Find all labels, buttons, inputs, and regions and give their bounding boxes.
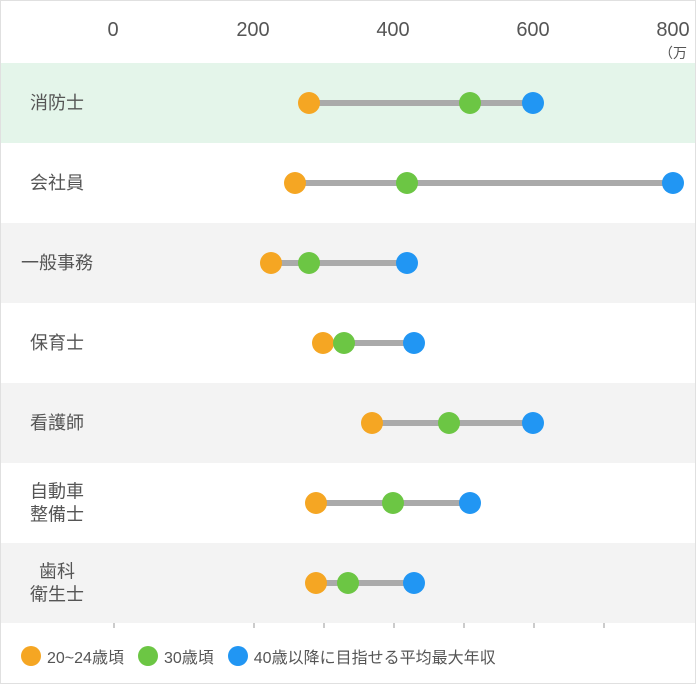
data-dot-age40plus [403, 572, 425, 594]
data-dot-age40plus [522, 92, 544, 114]
data-dot-age20 [305, 572, 327, 594]
range-connector [316, 580, 414, 586]
legend-dot-icon [228, 646, 248, 666]
legend-label: 40歳以降に目指せる平均最大年収 [254, 644, 496, 668]
chart-row: 消防士 [1, 63, 695, 143]
legend-item: 20~24歳頃 [21, 644, 124, 668]
chart-row: 看護師 [1, 383, 695, 463]
range-connector [271, 260, 408, 266]
data-dot-age20 [312, 332, 334, 354]
data-dot-age20 [260, 252, 282, 274]
range-connector [295, 180, 673, 186]
data-dot-age30 [337, 572, 359, 594]
legend-item: 40歳以降に目指せる平均最大年収 [228, 644, 496, 668]
data-dot-age40plus [403, 332, 425, 354]
salary-range-chart: 0200400600800（万円） 消防士会社員一般事務保育士看護師自動車 整備… [0, 0, 696, 684]
chart-row: 保育士 [1, 303, 695, 383]
legend-label: 30歳頃 [164, 644, 214, 668]
data-dot-age40plus [662, 172, 684, 194]
data-dot-age20 [361, 412, 383, 434]
data-dot-age30 [382, 492, 404, 514]
range-connector [309, 100, 533, 106]
data-dot-age30 [459, 92, 481, 114]
axis-tick-label: 0 [107, 19, 118, 42]
row-label: 歯科 衛生士 [1, 561, 113, 606]
data-dot-age30 [438, 412, 460, 434]
data-dot-age40plus [396, 252, 418, 274]
row-label: 看護師 [1, 412, 113, 435]
legend-label: 20~24歳頃 [47, 644, 124, 668]
data-dot-age30 [333, 332, 355, 354]
row-label: 会社員 [1, 172, 113, 195]
data-dot-age40plus [522, 412, 544, 434]
row-label: 消防士 [1, 92, 113, 115]
legend-dot-icon [21, 646, 41, 666]
legend-item: 30歳頃 [138, 644, 214, 668]
axis-tick-label: 600 [516, 19, 549, 42]
chart-row: 一般事務 [1, 223, 695, 303]
chart-row: 会社員 [1, 143, 695, 223]
axis-tick-label: 200 [236, 19, 269, 42]
plot-area: 消防士会社員一般事務保育士看護師自動車 整備士歯科 衛生士 [1, 63, 695, 628]
data-dot-age20 [305, 492, 327, 514]
axis-tick-label: 800 [656, 19, 689, 42]
chart-row: 歯科 衛生士 [1, 543, 695, 623]
chart-row: 自動車 整備士 [1, 463, 695, 543]
legend: 20~24歳頃 30歳頃 40歳以降に目指せる平均最大年収 [1, 629, 695, 683]
row-label: 保育士 [1, 332, 113, 355]
x-axis-labels: 0200400600800（万円） [1, 1, 695, 63]
data-dot-age20 [298, 92, 320, 114]
row-label: 自動車 整備士 [1, 481, 113, 526]
data-dot-age20 [284, 172, 306, 194]
data-dot-age30 [396, 172, 418, 194]
legend-dot-icon [138, 646, 158, 666]
axis-tick-label: 400 [376, 19, 409, 42]
data-dot-age40plus [459, 492, 481, 514]
data-dot-age30 [298, 252, 320, 274]
row-label: 一般事務 [1, 252, 113, 275]
